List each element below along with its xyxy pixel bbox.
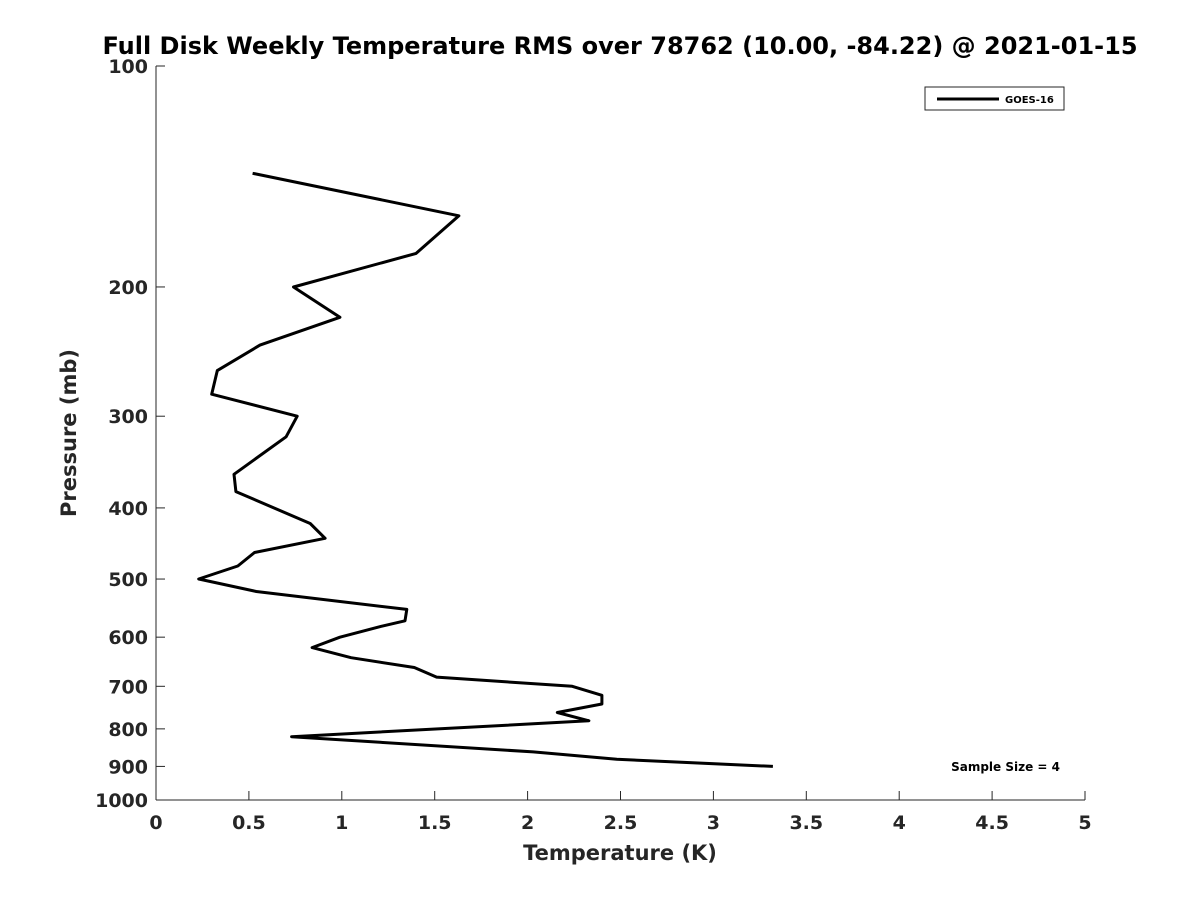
x-tick-label: 3 (707, 812, 720, 834)
x-tick-label: 4.5 (975, 812, 1009, 834)
y-tick-label: 400 (108, 498, 148, 520)
x-tick-label: 0 (149, 812, 162, 834)
x-tick-label: 3.5 (789, 812, 823, 834)
y-tick-label: 600 (108, 627, 148, 649)
y-tick-label: 500 (108, 569, 148, 591)
y-tick-label: 1000 (95, 790, 148, 812)
x-tick-label: 1 (335, 812, 348, 834)
series-line-goes-16 (197, 171, 773, 768)
legend-label-goes-16: GOES-16 (1005, 95, 1054, 106)
x-tick-label: 4 (893, 812, 906, 834)
series-group (197, 171, 773, 768)
legend: GOES-16 (924, 86, 1065, 111)
x-tick-label: 2 (521, 812, 534, 834)
x-tick-label: 0.5 (232, 812, 266, 834)
y-tick-label: 700 (108, 676, 148, 698)
x-tick-label: 5 (1078, 812, 1091, 834)
y-tick-label: 800 (108, 719, 148, 741)
y-axis-label: Pressure (mb) (57, 349, 81, 517)
y-tick-label: 900 (108, 756, 148, 778)
y-tick-label: 300 (108, 406, 148, 428)
sample-size-annotation: Sample Size = 4 (951, 760, 1060, 774)
x-tick-label: 2.5 (604, 812, 638, 834)
x-ticks: 0 0.5 1 1.5 2 2.5 3 3.5 4 4.5 5 (149, 791, 1092, 834)
chart-title: Full Disk Weekly Temperature RMS over 78… (102, 32, 1137, 60)
x-tick-label: 1.5 (418, 812, 452, 834)
x-axis-label: Temperature (K) (523, 841, 717, 865)
y-ticks: 100 200 300 400 500 600 700 800 900 1000 (95, 56, 165, 812)
y-tick-label: 100 (108, 56, 148, 78)
y-tick-label: 200 (108, 277, 148, 299)
